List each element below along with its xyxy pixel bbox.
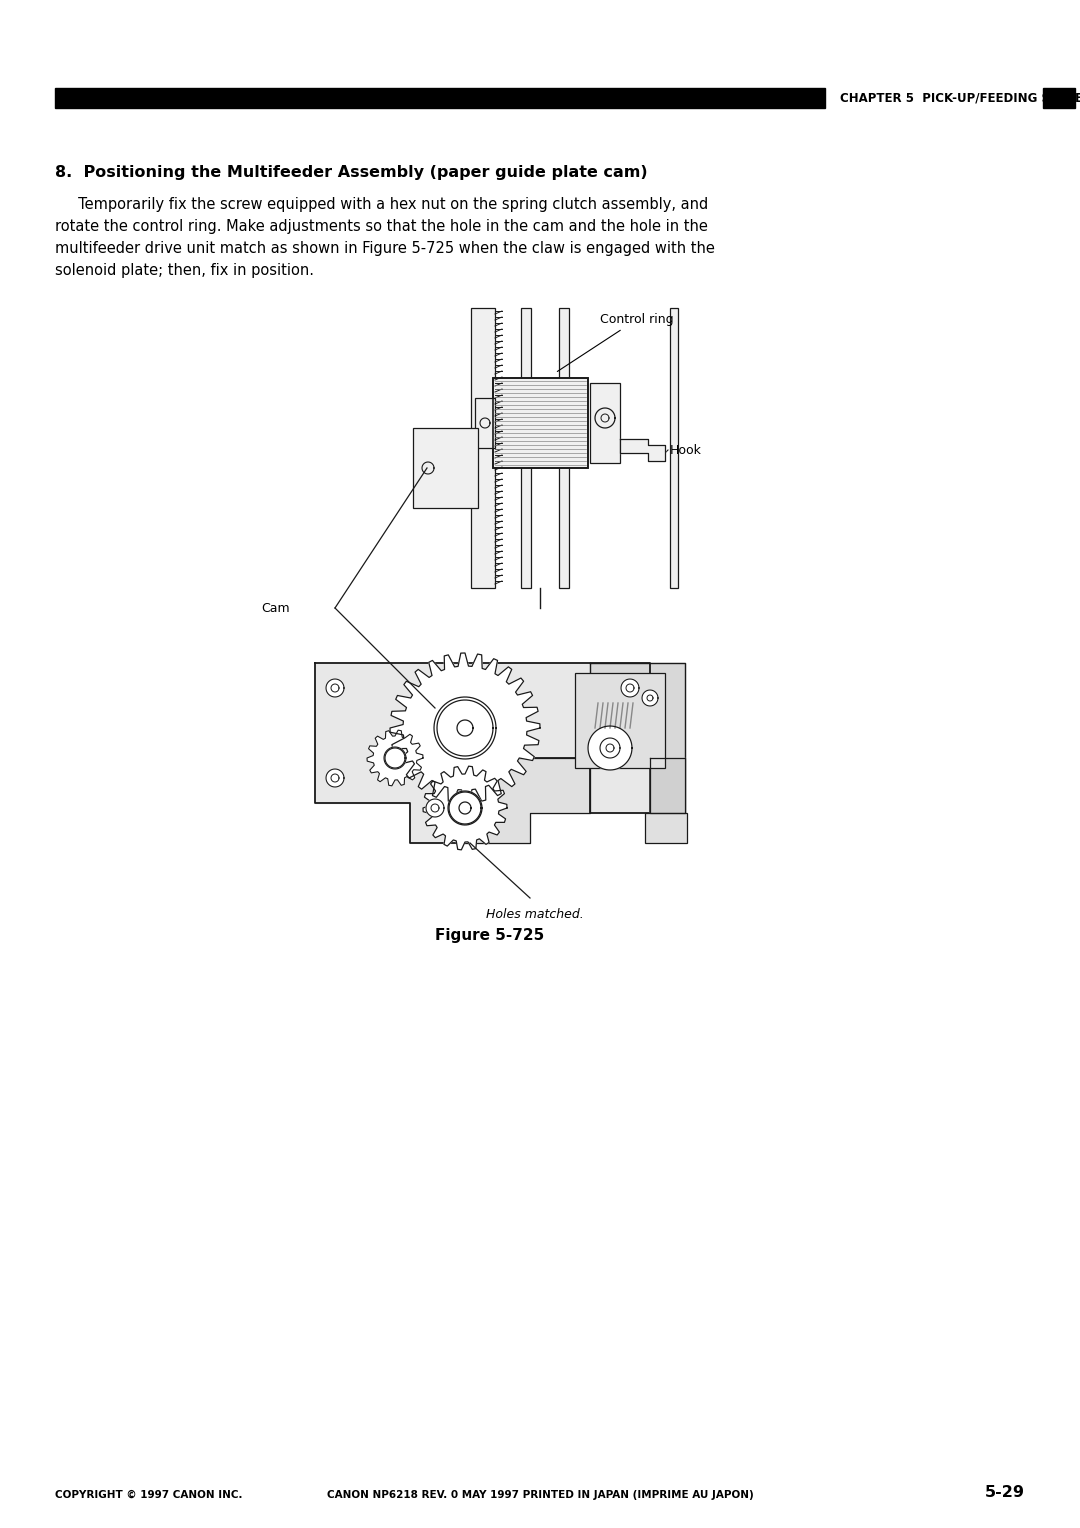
Polygon shape [449,792,481,824]
Polygon shape [384,747,406,769]
Polygon shape [590,663,685,813]
Text: Temporarily fix the screw equipped with a hex nut on the spring clutch assembly,: Temporarily fix the screw equipped with … [55,197,708,212]
Polygon shape [434,697,496,759]
Polygon shape [384,749,405,769]
Polygon shape [460,758,590,843]
Bar [55,89,825,108]
Text: CHAPTER 5  PICK-UP/FEEDING SYSTEM: CHAPTER 5 PICK-UP/FEEDING SYSTEM [840,92,1080,104]
Bar [492,377,588,468]
Polygon shape [367,730,423,785]
Polygon shape [390,652,540,804]
Bar [645,813,687,843]
Polygon shape [621,678,639,697]
Text: Figure 5-725: Figure 5-725 [435,927,544,943]
Polygon shape [426,799,444,817]
Bar [590,384,620,463]
Polygon shape [326,678,345,697]
Bar [413,428,478,507]
Bar [670,309,678,588]
Polygon shape [315,663,650,843]
Bar [475,397,495,448]
Text: CANON NP6218 REV. 0 MAY 1997 PRINTED IN JAPAN (IMPRIME AU JAPON): CANON NP6218 REV. 0 MAY 1997 PRINTED IN … [326,1490,754,1500]
Bar [575,672,665,769]
Text: COPYRIGHT © 1997 CANON INC.: COPYRIGHT © 1997 CANON INC. [55,1490,243,1500]
Text: Hook: Hook [670,443,702,457]
Bar [559,309,569,588]
Text: rotate the control ring. Make adjustments so that the hole in the cam and the ho: rotate the control ring. Make adjustment… [55,219,707,234]
Bar [471,309,495,588]
Bar [521,309,531,588]
Polygon shape [650,758,685,813]
Text: Holes matched.: Holes matched. [486,908,584,921]
Text: 5-29: 5-29 [985,1485,1025,1500]
Bar [492,377,588,468]
Polygon shape [620,439,665,461]
Polygon shape [588,726,632,770]
Bar [1043,89,1075,108]
Text: Control ring: Control ring [557,313,674,371]
Text: Cam: Cam [261,602,291,614]
Text: 8.  Positioning the Multifeeder Assembly (paper guide plate cam): 8. Positioning the Multifeeder Assembly … [55,165,648,180]
Polygon shape [326,769,345,787]
Polygon shape [437,700,492,756]
Text: multifeeder drive unit match as shown in Figure 5-725 when the claw is engaged w: multifeeder drive unit match as shown in… [55,241,715,257]
Polygon shape [423,766,507,850]
Polygon shape [642,691,658,706]
Text: solenoid plate; then, fix in position.: solenoid plate; then, fix in position. [55,263,314,278]
Polygon shape [448,792,482,825]
